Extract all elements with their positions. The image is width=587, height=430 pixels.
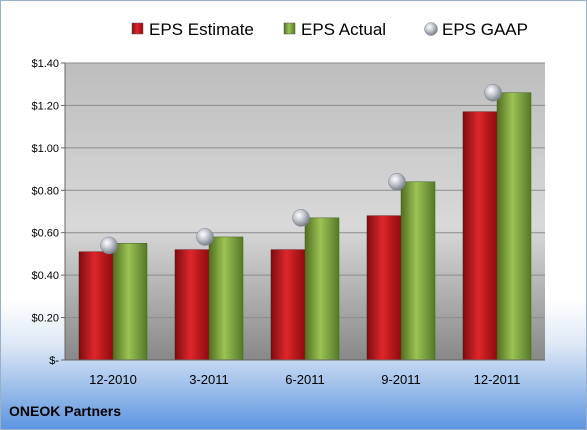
legend-label-eps-estimate: EPS Estimate — [149, 20, 254, 39]
y-tick-label: $0.60 — [31, 228, 59, 240]
y-tick-label: $0.80 — [31, 185, 59, 197]
y-tick-label: $1.00 — [31, 143, 59, 155]
y-tick-label: $1.40 — [31, 58, 59, 70]
bar-eps-actual — [496, 92, 532, 361]
marker-eps-gaap — [292, 209, 310, 227]
bar-eps-estimate — [270, 249, 306, 361]
marker-eps-gaap — [388, 173, 406, 191]
marker-eps-gaap — [196, 228, 214, 246]
x-tick-label: 12-2011 — [474, 372, 521, 387]
x-axis: 12-2010 3-2011 6-2011 9-2011 12-2011 — [65, 359, 545, 387]
marker-eps-gaap — [484, 83, 502, 102]
y-axis: $- $0.20 $0.40 $0.60 $0.80 $1.00 $1.20 $1.40 — [31, 58, 66, 367]
legend-swatch-eps-estimate — [131, 22, 144, 35]
x-tick-label: 9-2011 — [381, 372, 421, 387]
bar-eps-estimate — [174, 249, 210, 361]
marker-eps-gaap — [100, 236, 118, 255]
bar-eps-estimate — [366, 215, 402, 361]
x-tick-label: 6-2011 — [285, 372, 325, 387]
bar-eps-estimate — [462, 111, 498, 361]
bar-eps-estimate — [78, 251, 114, 361]
bars — [78, 92, 532, 361]
legend: EPS Estimate EPS Actual EPS GAAP — [131, 20, 528, 39]
y-tick-label: $1.20 — [31, 100, 59, 112]
bar-eps-actual — [112, 243, 148, 361]
gaap-markers — [100, 83, 502, 255]
bar-eps-actual — [208, 236, 244, 361]
y-tick-label: $0.40 — [31, 270, 59, 282]
y-tick-label: $- — [49, 355, 59, 367]
company-name: ONEOK Partners — [9, 403, 122, 419]
legend-label-eps-gaap: EPS GAAP — [442, 20, 528, 39]
legend-swatch-eps-gaap — [424, 22, 438, 36]
x-tick-label: 3-2011 — [189, 372, 229, 387]
y-tick-label: $0.20 — [31, 313, 59, 325]
bar-eps-actual — [304, 217, 340, 361]
legend-swatch-eps-actual — [283, 22, 296, 35]
legend-label-eps-actual: EPS Actual — [301, 20, 386, 39]
bar-eps-actual — [400, 181, 436, 361]
x-tick-label: 12-2010 — [89, 372, 137, 387]
